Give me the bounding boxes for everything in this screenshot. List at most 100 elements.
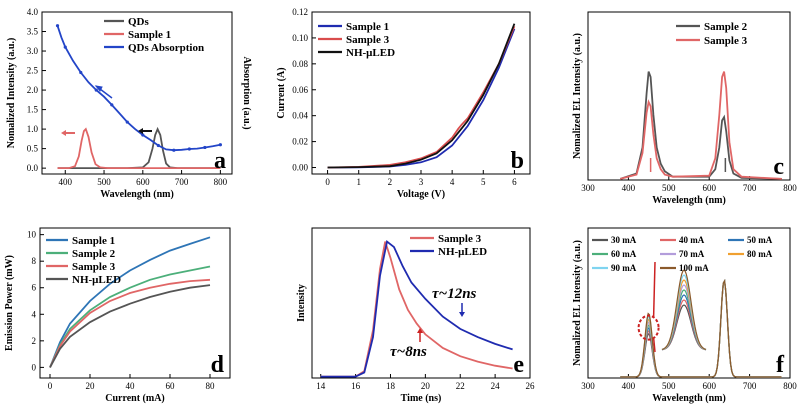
arrow-sample1-head: [61, 130, 66, 136]
x-tick-label: 300: [581, 183, 595, 193]
y-tick-label: 2.5: [27, 66, 39, 76]
y-tick-label: 4.0: [27, 7, 39, 17]
arrow-absorption-head: [94, 85, 103, 92]
series-line-80-mA: [620, 278, 782, 378]
y-axis-label: Emission Power (mW): [4, 255, 15, 351]
data-point: [141, 133, 145, 137]
y-axis-label: Current (A): [276, 67, 287, 118]
x-tick-label: 18: [386, 381, 396, 391]
y-tick-label: 1.0: [27, 124, 39, 134]
panel-label: b: [511, 148, 524, 174]
series-line-Sample-1: [57, 127, 221, 170]
arrow-tau-12-head: [459, 312, 465, 317]
legend-label: 90 mA: [611, 263, 637, 273]
y-axis-label: Nomalized EL Intensity (a.u.): [572, 240, 583, 366]
x-tick-label: 20: [86, 381, 96, 391]
series-line-Sample-2: [49, 265, 211, 368]
y-tick-label: 0: [32, 362, 37, 372]
legend-label: QDs: [128, 16, 150, 28]
data-point: [79, 70, 83, 75]
x-tick-label: 0: [325, 177, 330, 187]
legend-label: NH-μLED: [438, 246, 487, 258]
y-axis-label: Nomalized EL Intensity (a.u.): [572, 33, 583, 159]
data-point: [156, 143, 160, 148]
panel-d: 0 20 40 60 80 0 2 4 6 8 10 Current (mA) Emission Pow…: [4, 227, 231, 404]
x-tick-label: 400: [622, 381, 636, 391]
x-tick-label: 60: [166, 381, 176, 391]
series-line-40-mA: [620, 278, 782, 378]
legend-label: NH-μLED: [72, 274, 121, 286]
x-tick-label: 16: [351, 381, 361, 391]
legend-label: Sample 2: [72, 248, 116, 260]
series-line-60-mA: [620, 278, 782, 378]
series-line-50-mA: [620, 278, 782, 378]
legend-label: 60 mA: [611, 249, 637, 259]
panel-c: 300 400 500 600 700 800 Wavelength (nm) Nomaliz…: [572, 11, 797, 206]
series-line-90-mA: [620, 278, 782, 378]
x-tick-label: 500: [662, 183, 676, 193]
x-tick-label: 600: [702, 381, 716, 391]
panel-a: 400 500 600 700 800 0.0 0.5 1.0 1.5 2.0 2.5 3.0 3.5 4…: [6, 7, 252, 200]
y-axis-label: Nomalized Intensity (a.u.): [6, 38, 17, 149]
x-tick-label: 700: [175, 177, 189, 187]
x-tick-label: 300: [581, 381, 595, 391]
y-tick-label: 6: [32, 283, 37, 293]
x-tick-label: 800: [783, 183, 797, 193]
x-tick-label: 500: [97, 177, 111, 187]
y-tick-label: 8: [32, 256, 37, 266]
x-axis-label: Wavelength (nm): [100, 189, 174, 200]
annotation-tau-8: τ~8ns: [390, 344, 427, 360]
y-tick-label: 2: [32, 336, 37, 346]
y-tick-label: 0.12: [292, 7, 308, 17]
x-tick-label: 5: [481, 177, 486, 187]
panel-e: 14 16 18 20 22 24 26 Time (ns) Intensity Sample 3…: [296, 227, 535, 404]
data-point: [172, 148, 176, 152]
arrow-tau-8-head: [417, 328, 423, 333]
x-tick-label: 700: [743, 183, 757, 193]
data-point: [110, 103, 114, 107]
data-point: [187, 147, 191, 151]
legend-label: 50 mA: [747, 235, 773, 245]
legend-label: Sample 1: [128, 29, 171, 41]
y-tick-label: 0.0: [27, 163, 39, 173]
panel-label: d: [211, 352, 225, 378]
x-tick-label: 800: [214, 177, 228, 187]
series-line-NH-LED: [49, 284, 211, 368]
x-tick-label: 600: [702, 183, 716, 193]
plot-frame: [41, 11, 233, 175]
series-line-30-mA: [620, 278, 782, 378]
legend-label: Sample 3: [72, 261, 116, 273]
x-tick-label: 80: [206, 381, 216, 391]
series-line-NH-LED: [327, 23, 516, 169]
y-tick-label: 0.5: [27, 144, 39, 154]
plot-frame: [311, 11, 531, 175]
legend-label: 30 mA: [611, 235, 637, 245]
legend-label: 40 mA: [679, 235, 705, 245]
series-line-NH-LED: [320, 239, 513, 378]
series-line-Sample-1: [49, 236, 211, 368]
legend-label: Sample 2: [704, 21, 748, 33]
y-tick-label: 3.0: [27, 46, 39, 56]
x-axis-label: Current (mA): [105, 393, 165, 404]
series-line-70-mA: [620, 278, 782, 378]
series-line-Sample-3: [620, 71, 782, 180]
x-axis-label: Wavelength (nm): [652, 393, 726, 404]
y-axis-label: Intensity: [296, 284, 307, 322]
legend-label: 70 mA: [679, 249, 705, 259]
data-point: [125, 120, 129, 124]
y-tick-label: 0.06: [292, 85, 308, 95]
x-axis-label: Time (ns): [401, 393, 442, 404]
legend-label: NH-μLED: [346, 47, 395, 59]
y-tick-label: 1.5: [27, 105, 39, 115]
zoom-line: [652, 337, 656, 353]
series-line-QDs-Absorption: [56, 25, 221, 152]
x-tick-label: 2: [388, 177, 393, 187]
y-tick-label: 10: [27, 230, 37, 240]
plot-frame: [311, 227, 531, 379]
data-point: [218, 143, 222, 147]
data-point: [63, 45, 67, 49]
legend-label: 80 mA: [747, 249, 773, 259]
inset-line: [661, 269, 707, 350]
x-tick-label: 22: [456, 381, 465, 391]
legend-label: Sample 3: [346, 34, 390, 46]
